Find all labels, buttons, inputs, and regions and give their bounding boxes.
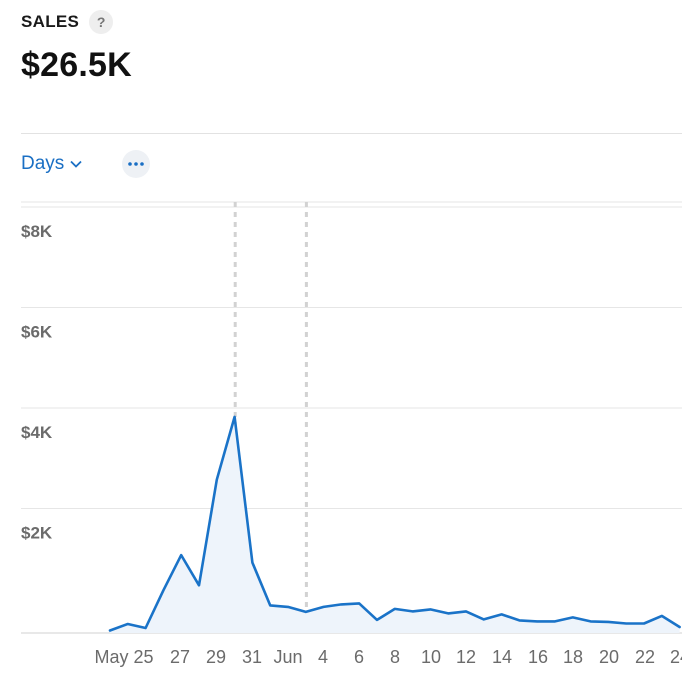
y-tick-label: $6K bbox=[21, 323, 53, 342]
x-tick-label: 8 bbox=[390, 647, 400, 667]
x-tick-label: May 25 bbox=[94, 647, 153, 667]
x-tick-label: 29 bbox=[206, 647, 226, 667]
x-tick-label: 16 bbox=[528, 647, 548, 667]
metric-value: $26.5K bbox=[21, 46, 132, 84]
help-icon[interactable]: ? bbox=[89, 10, 114, 34]
x-tick-label: 20 bbox=[599, 647, 619, 667]
y-tick-label: $4K bbox=[21, 423, 53, 442]
x-tick-label: 22 bbox=[635, 647, 655, 667]
sales-area-fill bbox=[110, 416, 680, 633]
x-tick-label: 14 bbox=[492, 647, 512, 667]
period-dropdown-label: Days bbox=[21, 153, 65, 174]
x-tick-label: 10 bbox=[421, 647, 441, 667]
metric-title: SALES bbox=[21, 12, 80, 31]
x-tick-label: Jun bbox=[273, 647, 302, 667]
x-tick-label: 31 bbox=[242, 647, 262, 667]
x-tick-label: 27 bbox=[170, 647, 190, 667]
sales-chart: $2K $4K $6K $8K May 25 27 29 31 Jun 4 6 8 10 12 14 16 18… bbox=[21, 201, 682, 667]
x-tick-label: 12 bbox=[456, 647, 476, 667]
more-options-button[interactable] bbox=[122, 150, 151, 178]
x-tick-label: 18 bbox=[563, 647, 583, 667]
x-tick-label: 24 bbox=[670, 647, 682, 667]
period-dropdown[interactable]: Days bbox=[21, 153, 82, 175]
ellipsis-icon bbox=[128, 162, 145, 166]
header-divider bbox=[21, 133, 682, 134]
metric-header: SALES ? $26.5K bbox=[21, 10, 132, 85]
y-tick-label: $8K bbox=[21, 222, 53, 241]
x-tick-label: 6 bbox=[354, 647, 364, 667]
y-tick-label: $2K bbox=[21, 524, 53, 543]
chevron-down-icon bbox=[70, 160, 82, 168]
metric-title-row: SALES ? bbox=[21, 10, 132, 34]
sales-line bbox=[108, 415, 681, 632]
x-tick-label: 4 bbox=[318, 647, 328, 667]
chart-controls: Days bbox=[21, 150, 151, 178]
